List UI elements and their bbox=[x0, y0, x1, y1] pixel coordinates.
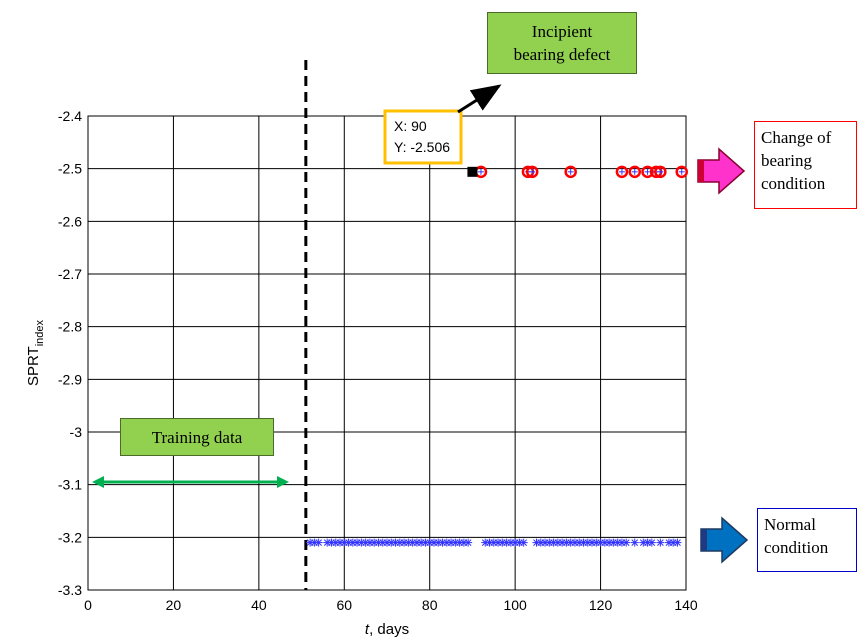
circle-point bbox=[615, 165, 629, 179]
incipient-line1: Incipient bbox=[531, 22, 593, 41]
x-axis-ticks: 0 20 40 60 80 100 120 140 bbox=[84, 597, 698, 613]
training-label: Training data bbox=[151, 428, 243, 447]
circle-point bbox=[628, 165, 641, 179]
datatip-y: Y: -2.506 bbox=[394, 139, 450, 155]
normal-condition-box: Normal condition bbox=[757, 508, 857, 572]
normal-line1: Normal bbox=[764, 515, 816, 534]
y-axis-ticks: -2.4 -2.5 -2.6 -2.7 -2.8 -2.9 -3 -3.1 -3.2 -3.3 bbox=[58, 108, 82, 598]
circle-point bbox=[564, 165, 577, 179]
asterisk-point bbox=[630, 538, 639, 547]
defect-series bbox=[474, 165, 688, 179]
change-line2: bearing bbox=[761, 151, 812, 170]
circle-point bbox=[525, 165, 539, 179]
datatip: X: 90 Y: -2.506 bbox=[383, 109, 463, 165]
asterisk-point bbox=[647, 538, 656, 547]
y-tick-label: -2.6 bbox=[58, 213, 82, 229]
asterisk-point bbox=[622, 538, 631, 547]
training-range-arrow bbox=[92, 476, 289, 488]
asterisk-point bbox=[673, 538, 682, 547]
change-line1: Change of bbox=[761, 128, 832, 147]
change-condition-box: Change of bearing condition bbox=[754, 121, 857, 209]
change-line3: condition bbox=[761, 174, 826, 193]
datatip-x: X: 90 bbox=[394, 118, 427, 134]
y-tick-label: -3.1 bbox=[58, 477, 82, 493]
y-tick-label: -3.2 bbox=[58, 529, 82, 545]
asterisk-point bbox=[464, 538, 473, 547]
y-tick-label: -3 bbox=[70, 424, 83, 440]
normal-arrow-icon bbox=[700, 516, 749, 564]
asterisk-point bbox=[314, 538, 323, 547]
y-tick-label: -2.7 bbox=[58, 266, 82, 282]
change-arrow-icon bbox=[697, 147, 746, 195]
normal-line2: condition bbox=[764, 538, 829, 557]
x-axis-label: t, days bbox=[365, 621, 409, 638]
circle-point bbox=[675, 165, 688, 179]
x-tick-label: 20 bbox=[166, 597, 182, 613]
x-tick-label: 60 bbox=[336, 597, 352, 613]
y-axis-label: SPRTindex bbox=[25, 319, 46, 386]
x-tick-label: 120 bbox=[589, 597, 613, 613]
x-tick-label: 0 bbox=[84, 597, 92, 613]
y-tick-label: -3.3 bbox=[58, 582, 82, 598]
x-tick-label: 100 bbox=[503, 597, 527, 613]
asterisk-point bbox=[519, 538, 528, 547]
x-tick-label: 140 bbox=[674, 597, 698, 613]
incipient-line2: bearing defect bbox=[513, 45, 611, 64]
y-tick-label: -2.8 bbox=[58, 319, 82, 335]
circle-point bbox=[654, 165, 667, 179]
normal-series bbox=[306, 538, 682, 547]
asterisk-point bbox=[656, 538, 665, 547]
circle-point bbox=[641, 165, 654, 179]
incipient-defect-box: Incipient bearing defect bbox=[487, 12, 637, 74]
training-data-box: Training data bbox=[120, 418, 274, 456]
incipient-arrow bbox=[457, 84, 502, 114]
y-tick-label: -2.9 bbox=[58, 371, 82, 387]
y-tick-label: -2.4 bbox=[58, 108, 82, 124]
x-tick-label: 40 bbox=[251, 597, 267, 613]
highlight-point bbox=[467, 166, 478, 177]
y-tick-label: -2.5 bbox=[58, 161, 82, 177]
x-tick-label: 80 bbox=[422, 597, 438, 613]
plot-area bbox=[88, 116, 686, 590]
